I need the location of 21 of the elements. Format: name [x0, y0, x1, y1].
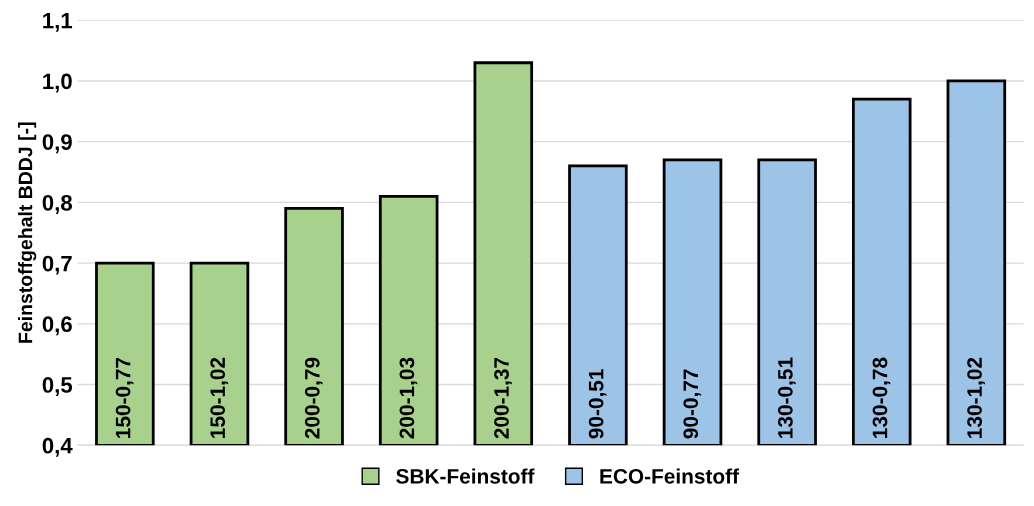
x-tick-label: 150-1,02: [210, 357, 229, 438]
x-tick-label: 200-1,03: [399, 357, 418, 439]
x-tick-label: 130-0,51: [777, 357, 796, 438]
y-tick-label: 0,9: [42, 134, 72, 154]
y-tick-label: 0,6: [42, 316, 72, 336]
legend-label: SBK-Feinstoff: [396, 468, 535, 484]
x-tick-label: 200-0,79: [304, 357, 323, 439]
y-tick-label: 1,0: [43, 73, 72, 93]
x-tick-label: 200-1,37: [494, 357, 512, 439]
x-tick-label: 130-1,02: [967, 357, 985, 438]
x-tick-label: 90-0,77: [683, 369, 702, 439]
x-tick-label: 90-0,51: [588, 369, 607, 439]
x-tick-label: 150-0,77: [115, 357, 134, 438]
y-axis-title: Feinstoffgehalt BDDJ [-]: [18, 122, 37, 343]
y-tick-label: 0,7: [42, 255, 72, 275]
y-tick-label: 1,1: [43, 13, 73, 32]
y-tick-label: 0,4: [42, 437, 73, 457]
x-tick-label: 130-0,78: [872, 357, 891, 438]
legend-label: ECO-Feinstoff: [600, 468, 740, 484]
y-tick-label: 0,5: [42, 377, 73, 397]
y-tick-label: 0,8: [42, 194, 73, 214]
